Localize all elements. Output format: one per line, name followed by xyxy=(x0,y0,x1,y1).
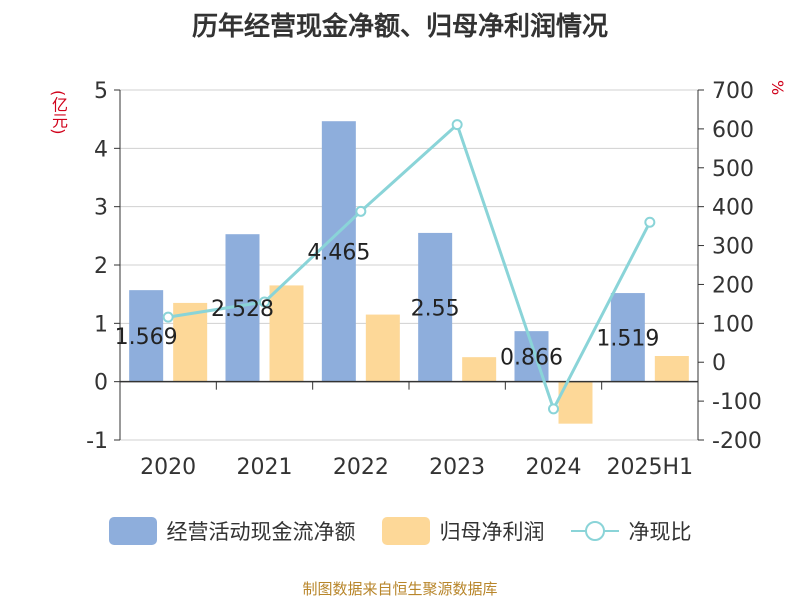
net-profit-bar xyxy=(269,285,304,382)
x-tick-label: 2024 xyxy=(526,455,582,480)
y-left-tick-label: 2 xyxy=(94,254,108,279)
source-footer: 制图数据来自恒生聚源数据库 xyxy=(302,580,498,598)
cashflow-data-label: 1.569 xyxy=(115,325,178,350)
ratio-line-group xyxy=(162,119,656,415)
ratio-point xyxy=(451,119,463,131)
x-tick-label: 2021 xyxy=(237,455,293,480)
ratio-point xyxy=(162,311,174,323)
cashflow-bar xyxy=(129,290,164,382)
legend-swatch-net-profit xyxy=(381,517,430,545)
x-tick-label: 2022 xyxy=(333,455,389,480)
y-left-tick-label: 4 xyxy=(94,137,108,162)
ratio-point xyxy=(644,216,656,228)
legend-label-cashflow: 经营活动现金流净额 xyxy=(166,520,356,544)
x-tick-label: 2025H1 xyxy=(607,455,694,480)
y-left-tick-label: 3 xyxy=(94,196,108,221)
legend-item-cashflow[interactable]: 经营活动现金流净额 xyxy=(108,516,356,546)
ratio-point xyxy=(259,296,270,308)
ratio-point xyxy=(548,403,559,415)
y-right-tick-label: 200 xyxy=(712,273,754,298)
grid-lines xyxy=(120,89,698,441)
y-right-tick-label: 700 xyxy=(712,79,754,104)
y-right-tick-label: -200 xyxy=(712,429,762,454)
y-left-tick-label: 5 xyxy=(94,79,108,104)
ratio-point xyxy=(355,205,367,217)
data-labels: 1.569 2.528 4.465 2.55 0.866 1.519 xyxy=(115,240,660,370)
y-right-tick-label: 0 xyxy=(712,351,726,376)
legend-swatch-cashflow xyxy=(108,517,157,545)
y-right-tick-label: 600 xyxy=(712,118,754,143)
cashflow-data-label: 4.465 xyxy=(307,240,370,265)
x-tick-label: 2020 xyxy=(140,455,196,480)
legend-label-ratio: 净现比 xyxy=(628,520,692,544)
net-profit-bar xyxy=(365,314,400,382)
y-right-tick-label: 500 xyxy=(712,157,754,182)
y-right-tick-label: 400 xyxy=(712,196,754,221)
legend-item-ratio[interactable]: 净现比 xyxy=(570,516,692,546)
net-profit-bar xyxy=(462,357,497,382)
chart-title: 历年经营现金净额、归母净利润情况 xyxy=(191,12,608,42)
legend-label-net-profit: 归母净利润 xyxy=(439,520,545,544)
cashflow-data-label: 2.55 xyxy=(411,296,460,321)
net-profit-bar xyxy=(654,356,689,382)
cashflow-bar xyxy=(418,232,453,382)
y-left-tick-label: 0 xyxy=(94,371,108,396)
bar-group xyxy=(129,121,689,424)
cashflow-data-label: 2.528 xyxy=(211,297,274,322)
y-right-unit-label: % xyxy=(768,80,787,96)
axes: -1 0 1 2 3 4 5 -200 -100 0 100 200 300 400 500 600 700 20… xyxy=(86,79,762,480)
ratio-line xyxy=(167,121,652,413)
y-left-tick-label: -1 xyxy=(86,429,108,454)
legend-item-net-profit[interactable]: 归母净利润 xyxy=(381,516,545,546)
legend-line-marker-icon xyxy=(570,521,619,541)
legend: 经营活动现金流净额 归母净利润 净现比 xyxy=(0,516,800,546)
y-left-tick-label: 1 xyxy=(94,312,108,337)
cashflow-data-label: 0.866 xyxy=(500,345,563,370)
y-left-unit-label: (亿元) xyxy=(49,90,68,135)
cashflow-bar xyxy=(610,293,645,382)
y-right-tick-label: -100 xyxy=(712,390,762,415)
y-right-tick-label: 300 xyxy=(712,235,754,260)
cashflow-bar xyxy=(321,121,356,382)
cashflow-data-label: 1.519 xyxy=(596,326,659,351)
y-right-tick-label: 100 xyxy=(712,312,754,337)
x-tick-label: 2023 xyxy=(429,455,485,480)
